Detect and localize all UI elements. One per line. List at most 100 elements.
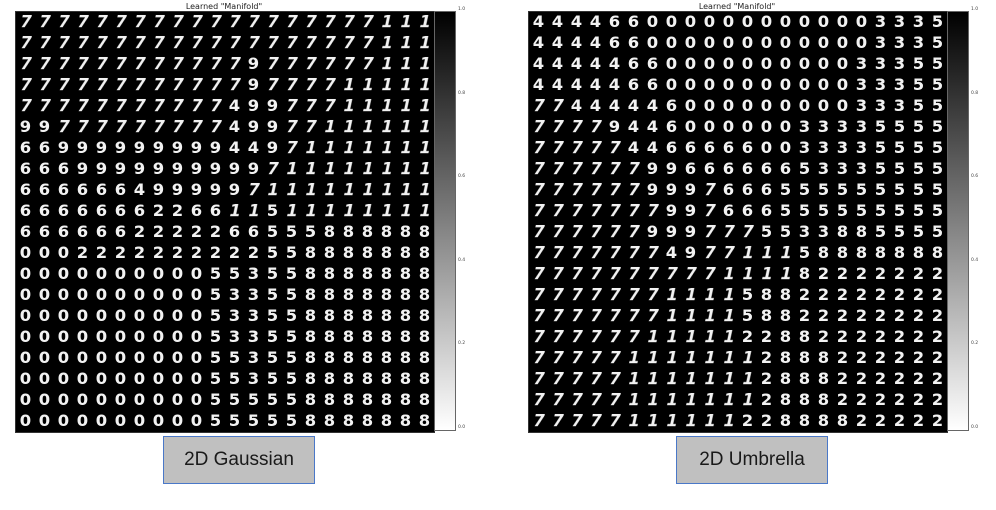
digit-cell: 2 [741, 411, 754, 430]
digit-cell: 8 [399, 327, 412, 346]
digit-cell: 5 [779, 222, 792, 241]
digit-cell: 0 [38, 327, 51, 346]
digit-cell: 0 [114, 285, 127, 304]
digit-cell: 5 [266, 327, 279, 346]
digit-cell: 0 [19, 369, 32, 388]
digit-cell: 8 [836, 222, 849, 241]
digit-cell: 6 [703, 138, 716, 157]
digit-cell: 8 [342, 411, 355, 430]
digit-cell: 2 [874, 411, 887, 430]
digit-cell: 8 [380, 285, 393, 304]
digit-cell: 8 [855, 243, 868, 262]
digit-cell: 0 [114, 264, 127, 283]
digit-cell: 5 [228, 348, 241, 367]
digit-cell: 7 [227, 54, 243, 73]
digit-cell: 5 [266, 222, 279, 241]
digit-cell: 4 [627, 138, 640, 157]
digit-cell: 5 [893, 201, 906, 220]
digit-cell: 0 [836, 54, 849, 73]
digit-cell: 6 [627, 54, 640, 73]
digit-cell: 3 [855, 159, 868, 178]
digit-cell: 2 [171, 222, 184, 241]
digit-cell: 6 [608, 33, 621, 52]
digit-cell: 8 [418, 285, 431, 304]
digit-cell: 6 [665, 96, 678, 115]
digit-cell: 6 [684, 159, 697, 178]
digit-cell: 0 [19, 243, 32, 262]
digit-cell: 4 [589, 33, 602, 52]
digit-cell: 8 [304, 264, 317, 283]
digit-cell: 5 [741, 285, 754, 304]
digit-cell: 8 [931, 243, 944, 262]
digit-cell: 6 [57, 201, 70, 220]
digit-cell: 7 [626, 222, 642, 241]
digit-cell: 8 [304, 243, 317, 262]
digit-cell: 0 [152, 348, 165, 367]
digit-cell: 9 [76, 159, 89, 178]
digit-cell: 2 [855, 369, 868, 388]
digit-cell: 9 [247, 96, 260, 115]
digit-cell: 0 [57, 306, 70, 325]
colorbar-tick: 0.8 [971, 91, 979, 96]
digit-cell: 4 [247, 138, 260, 157]
digit-cell: 0 [76, 285, 89, 304]
digit-cell: 8 [361, 327, 374, 346]
digit-cell: 0 [646, 12, 659, 31]
digit-cell: 5 [779, 180, 792, 199]
digit-cell: 0 [76, 348, 89, 367]
digit-cell: 2 [817, 285, 830, 304]
digit-cell: 8 [418, 243, 431, 262]
digit-cell: 6 [38, 138, 51, 157]
digit-cell: 0 [38, 369, 51, 388]
digit-cell: 8 [304, 306, 317, 325]
digit-cell: 4 [627, 117, 640, 136]
digit-cell: 6 [209, 201, 222, 220]
digit-cell: 8 [380, 369, 393, 388]
digit-cell: 5 [893, 222, 906, 241]
digit-cell: 6 [95, 222, 108, 241]
digit-cell: 5 [874, 180, 887, 199]
digit-cell: 6 [19, 222, 32, 241]
digit-cell: 0 [38, 348, 51, 367]
colorbar-tick: 0.4 [971, 258, 979, 263]
digit-cell: 2 [874, 264, 887, 283]
digit-cell: 6 [741, 159, 754, 178]
digit-cell: 2 [190, 222, 203, 241]
digit-cell: 0 [703, 33, 716, 52]
digit-cell: 8 [323, 222, 336, 241]
digit-cell: 4 [608, 96, 621, 115]
colorbar-tick: 0.8 [458, 91, 466, 96]
digit-cell: 6 [114, 201, 127, 220]
digit-cell: 9 [209, 138, 222, 157]
digit-cell: 7 [702, 201, 718, 220]
digit-cell: 5 [931, 117, 944, 136]
digit-cell: 5 [931, 201, 944, 220]
digit-cell: 8 [380, 327, 393, 346]
digit-cell: 8 [323, 306, 336, 325]
digit-cell: 0 [114, 411, 127, 430]
digit-cell: 0 [798, 33, 811, 52]
digit-cell: 2 [171, 243, 184, 262]
digit-cell: 0 [760, 138, 773, 157]
digit-cell: 6 [646, 75, 659, 94]
digit-cell: 7 [588, 117, 604, 136]
digit-cell: 0 [779, 117, 792, 136]
digit-cell: 3 [836, 117, 849, 136]
digit-cell: 9 [266, 138, 279, 157]
digit-cell: 0 [57, 411, 70, 430]
digit-cell: 0 [646, 33, 659, 52]
digit-cell: 5 [209, 390, 222, 409]
digit-cell: 5 [760, 222, 773, 241]
digit-cell: 2 [836, 306, 849, 325]
digit-cell: 0 [722, 54, 735, 73]
digit-cell: 0 [133, 390, 146, 409]
digit-cell: 2 [133, 222, 146, 241]
digit-cell: 3 [798, 117, 811, 136]
digit-cell: 5 [247, 390, 260, 409]
digit-cell: 1 [740, 369, 756, 388]
digit-cell: 5 [266, 285, 279, 304]
digit-cell: 8 [798, 348, 811, 367]
digit-cell: 5 [285, 369, 298, 388]
digit-cell: 3 [817, 222, 830, 241]
digit-cell: 2 [741, 327, 754, 346]
